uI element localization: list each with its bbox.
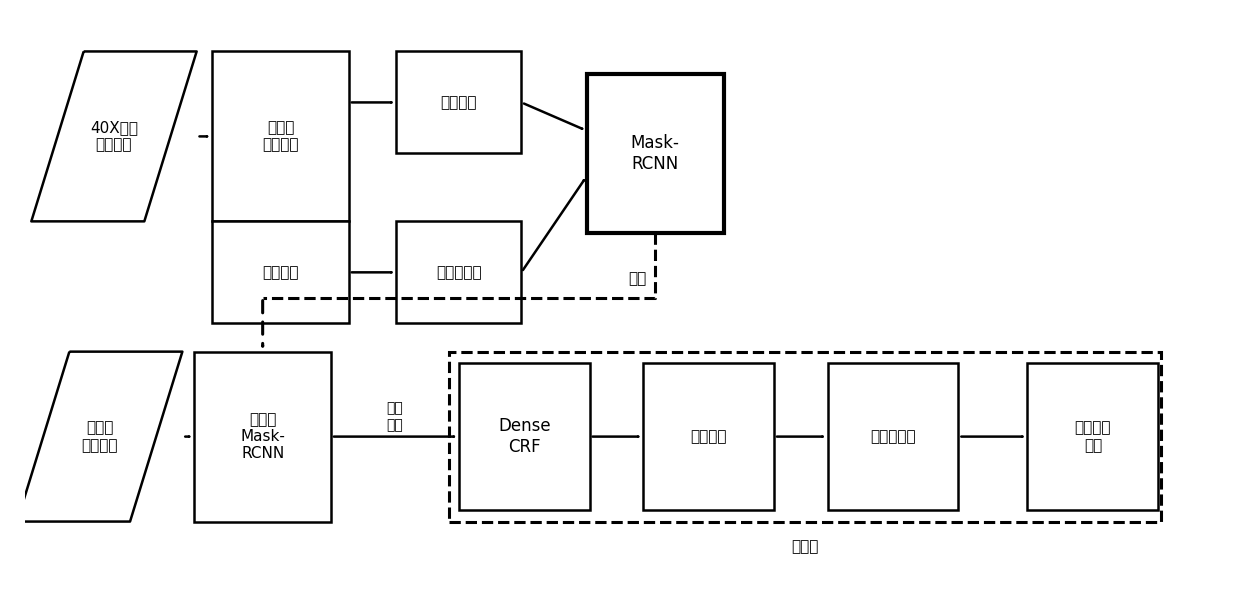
Text: 训练: 训练 xyxy=(628,271,647,287)
Text: Dense
CRF: Dense CRF xyxy=(498,417,550,456)
Bar xyxy=(458,363,590,510)
Bar xyxy=(450,352,1161,522)
Text: 小物体去除: 小物体去除 xyxy=(870,429,916,444)
Text: 随机分布: 随机分布 xyxy=(263,265,299,280)
Bar xyxy=(587,74,724,232)
Bar xyxy=(396,51,522,153)
Bar xyxy=(828,363,959,510)
Polygon shape xyxy=(17,352,182,522)
Text: 未分割
病理切片: 未分割 病理切片 xyxy=(82,421,118,453)
Bar xyxy=(643,363,774,510)
Text: 最终预测
标签: 最终预测 标签 xyxy=(1074,421,1111,453)
Bar xyxy=(212,221,349,323)
Text: 后处理: 后处理 xyxy=(792,539,819,555)
Bar xyxy=(396,221,522,323)
Bar xyxy=(1027,363,1158,510)
Bar xyxy=(212,51,349,221)
Text: 收敛的
Mask-
RCNN: 收敛的 Mask- RCNN xyxy=(240,412,285,461)
Text: 漏洞补全: 漏洞补全 xyxy=(690,429,727,444)
Text: 预分割
细胞图像: 预分割 细胞图像 xyxy=(263,120,299,153)
Text: Mask-
RCNN: Mask- RCNN xyxy=(631,134,680,173)
Text: 40X放大
病理切片: 40X放大 病理切片 xyxy=(90,120,138,153)
Polygon shape xyxy=(31,51,197,221)
Bar xyxy=(195,352,331,522)
Text: 伪输入图像: 伪输入图像 xyxy=(436,265,482,280)
Text: 预测
标签: 预测 标签 xyxy=(387,402,404,432)
Text: 获取标签: 获取标签 xyxy=(441,95,477,110)
